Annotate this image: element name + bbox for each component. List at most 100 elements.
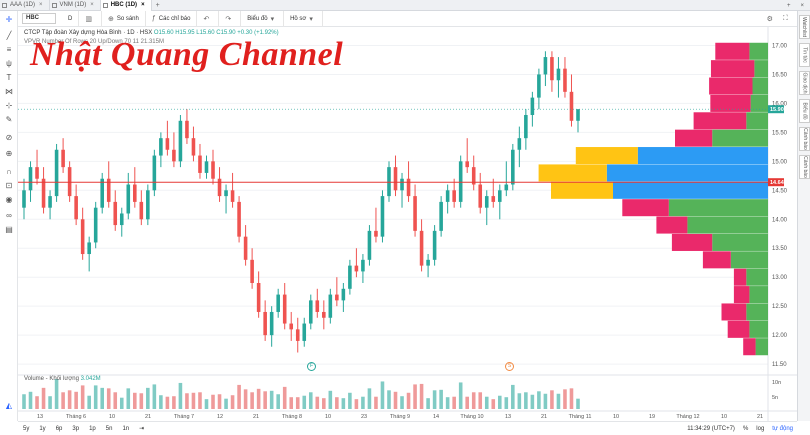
text-icon[interactable]: T (6, 73, 12, 82)
candle-body (413, 196, 417, 231)
volume-bar (354, 399, 359, 409)
pitchfork-icon[interactable]: ψ (6, 59, 12, 68)
range-1y[interactable]: 1y (39, 425, 46, 432)
volume-bar (172, 396, 176, 409)
time-tick-label: 14 (433, 414, 439, 420)
horizontal-lines-icon[interactable]: ≡ (6, 45, 12, 54)
symbol-tab-bar: AAA (1D) × VNM (1D) × HBC (1D) × + + × (0, 0, 810, 11)
volume-bar (426, 398, 430, 409)
goto-date-icon[interactable]: ⇥ (139, 426, 145, 432)
plus-icon[interactable]: + (786, 2, 791, 9)
candle-body (341, 288, 346, 301)
interval-button[interactable]: D (62, 10, 80, 27)
tab-hbc[interactable]: HBC (1D) × (100, 0, 152, 11)
link-icon[interactable]: ∞ (6, 211, 12, 220)
vpvr-down-bar (551, 181, 613, 199)
magnet-icon[interactable]: ∩ (6, 167, 12, 176)
candle-body (211, 161, 215, 179)
volume-bar (302, 395, 307, 409)
vpvr-up-bar (749, 286, 768, 304)
time-tick-label: 10 (109, 414, 115, 420)
settings-icon[interactable]: ⚙ (766, 15, 773, 23)
trash-icon[interactable]: ▤ (5, 225, 13, 234)
volume-bar (224, 398, 228, 409)
pattern-icon[interactable]: ⋈ (5, 87, 13, 96)
compare-button[interactable]: ⊕ So sánh (102, 10, 146, 27)
profile-dropdown[interactable]: Hồ sơ ▾ (284, 10, 323, 27)
tab-vnm[interactable]: VNM (1D) × (50, 0, 101, 11)
range-6m[interactable]: 6p (55, 425, 63, 432)
volume-bar (543, 393, 548, 409)
event-marker-s[interactable]: S (505, 362, 514, 371)
volume-bar (146, 387, 150, 409)
range-1d[interactable]: 1n (122, 425, 130, 432)
lock-icon[interactable]: ⊡ (5, 181, 13, 190)
time-tick-label: 12 (217, 414, 223, 420)
close-icon[interactable]: × (141, 2, 145, 8)
template-dropdown[interactable]: Biểu đồ ▾ (241, 10, 285, 27)
time-tick-label: 13 (505, 414, 511, 420)
tab-label: AAA (1D) (10, 2, 36, 8)
price-tick-label: 14.50 (772, 188, 788, 194)
close-all-icon[interactable]: × (800, 2, 804, 9)
fullscreen-icon[interactable]: ⛶ (782, 14, 788, 22)
eye-icon[interactable]: ◉ (5, 195, 13, 204)
trendline-icon[interactable]: ╱ (6, 31, 12, 40)
candle-body (54, 149, 59, 197)
candle-body (524, 115, 528, 139)
time-tick-label: 21 (145, 414, 151, 420)
candle-body (93, 207, 98, 243)
redo-button[interactable]: ↷ (219, 10, 242, 27)
chart-type-button[interactable]: ▥ (79, 10, 102, 27)
volume-bar (413, 384, 417, 409)
candle-body (432, 230, 437, 260)
volume-bar (445, 397, 450, 409)
range-1m[interactable]: 1p (89, 425, 96, 432)
redo-icon: ↷ (225, 15, 232, 23)
candle-body (439, 201, 443, 231)
close-icon[interactable]: × (39, 2, 43, 8)
volume-bar (211, 394, 215, 409)
candle-body (41, 178, 46, 208)
chart-legend: CTCP Tập đoàn Xây dựng Hòa Bình · 1D · H… (24, 29, 279, 47)
volume-bar (569, 388, 574, 409)
tab-aaa[interactable]: AAA (1D) × (0, 0, 50, 11)
close-icon[interactable]: × (90, 2, 94, 8)
undo-button[interactable]: ↶ (197, 10, 220, 27)
auto-toggle[interactable]: tự động (772, 426, 793, 432)
range-5y[interactable]: 5y (23, 425, 30, 432)
zoom-icon[interactable]: ⊕ (5, 149, 13, 158)
volume-bar (308, 392, 313, 409)
percent-toggle[interactable]: % (742, 426, 749, 432)
measure-icon[interactable]: ⊘ (5, 133, 13, 142)
crosshair-icon[interactable]: ✛ (5, 15, 13, 24)
ruler-icon[interactable]: ⊹ (5, 101, 13, 110)
candle-body (400, 178, 404, 191)
indicators-button[interactable]: ƒ Các chỉ báo (146, 10, 198, 27)
candle-body (269, 311, 274, 336)
vpvr-down-bar (693, 112, 747, 130)
range-5d[interactable]: 5n (105, 425, 113, 432)
symbol-search-input[interactable]: HBC (22, 13, 56, 24)
candle-body (67, 167, 72, 197)
price-tick-label: 13.50 (772, 246, 788, 252)
price-chart[interactable]: 17.00 16.50 16.00 15.50 15.00 14.50 14.00 13.50… (18, 27, 797, 421)
range-3m[interactable]: 3p (72, 425, 80, 432)
side-tab-alerts[interactable]: Cảnh báo (799, 127, 810, 151)
volume-bar (28, 391, 33, 409)
side-tab-news[interactable]: Tin tức (799, 43, 810, 67)
candle-body (119, 213, 124, 226)
side-tab-trading[interactable]: Giao dịch (799, 71, 810, 95)
last-price-tag: 15.90 (770, 107, 784, 113)
log-toggle[interactable]: log (756, 426, 765, 432)
volume-bar (217, 394, 222, 409)
add-tab-icon[interactable]: + (155, 1, 160, 9)
candle-body (256, 283, 261, 312)
side-tab-watchlist[interactable]: Watchlist (799, 15, 810, 39)
alert-icon[interactable]: ◭ (5, 401, 13, 410)
candle-body (126, 184, 131, 214)
side-tab-chart[interactable]: Biểu đồ (799, 99, 810, 123)
side-tab-alerts-2[interactable]: Cảnh báo (799, 155, 810, 179)
event-marker-f[interactable]: F (307, 362, 316, 371)
brush-icon[interactable]: ✎ (5, 115, 13, 124)
